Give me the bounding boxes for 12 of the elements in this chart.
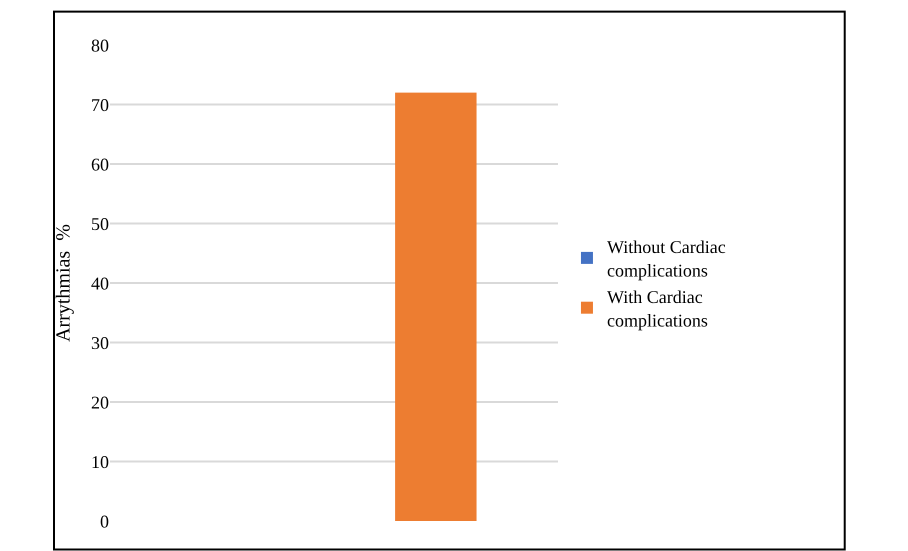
legend-label: Without Cardiac complications [606,237,726,281]
legend-label: With Cardiac complications [606,287,708,330]
y-tick-label: 70 [91,94,109,115]
y-tick-label: 50 [91,214,109,234]
y-tick-label: 20 [91,392,109,412]
y-tick-label: 60 [91,154,109,174]
y-tick-label: 0 [100,511,109,532]
y-axis-title: Arrythmias % [52,224,74,342]
y-tick-label: 80 [91,35,109,56]
y-tick-label: 10 [91,452,109,472]
y-tick-label: 30 [91,332,109,353]
y-tick-label: 40 [91,273,109,294]
